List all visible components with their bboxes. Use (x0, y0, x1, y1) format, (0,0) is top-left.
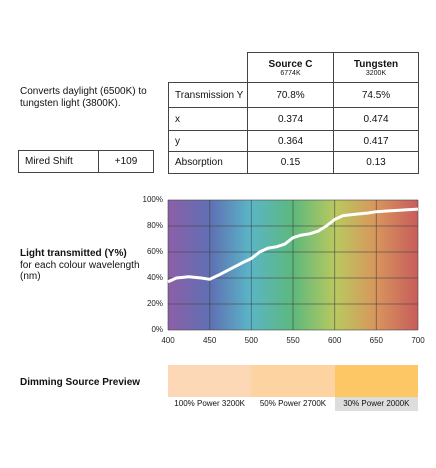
swatch-label: 100% Power 3200K (174, 399, 246, 408)
column-sub: 6774K (280, 69, 301, 77)
swatch-label: 30% Power 2000K (334, 397, 418, 411)
mired-value: +109 (98, 150, 154, 173)
description: Converts daylight (6500K) to tungsten li… (20, 86, 147, 109)
swatch (168, 365, 252, 397)
table-value: 0.13 (333, 151, 419, 174)
swatch (251, 365, 335, 397)
y-tick-label: 40% (147, 273, 163, 282)
x-tick-label: 700 (411, 336, 425, 345)
y-tick-label: 60% (147, 247, 163, 256)
swatch-label: 50% Power 2700K (259, 399, 327, 408)
column-header: Tungsten 3200K (333, 52, 419, 83)
x-tick-label: 650 (370, 336, 384, 345)
row-label: Absorption (168, 151, 248, 174)
row-label: x (168, 107, 248, 131)
transmission-line (167, 207, 419, 284)
chart-subtitle: for each colour wavelength (nm) (20, 260, 140, 282)
y-tick-label: 0% (151, 325, 163, 334)
column-sub: 3200K (365, 69, 387, 77)
table-value: 0.474 (333, 107, 419, 131)
table-value: 0.364 (247, 130, 334, 152)
table-value: 74.5% (333, 82, 419, 108)
y-tick-label: 20% (147, 299, 163, 308)
table-value: 70.8% (247, 82, 334, 108)
x-tick-label: 500 (245, 336, 259, 345)
chart: 0% 20% 40% 60% 80% 100% 400 450 500 550 600 650 700 (143, 195, 426, 345)
table-value: 0.15 (247, 151, 334, 174)
table-value: 0.374 (247, 107, 334, 131)
x-tick-label: 550 (286, 336, 300, 345)
column-name: Source C (268, 58, 313, 70)
table-value: 0.417 (333, 130, 419, 152)
row-label: y (168, 130, 248, 152)
column-name: Tungsten (353, 58, 399, 70)
y-tick-label: 100% (143, 195, 163, 204)
column-header: Source C 6774K (247, 52, 334, 83)
x-tick-label: 450 (203, 336, 217, 345)
swatch (334, 365, 418, 397)
chart-title: Light transmitted (Y%) (20, 248, 127, 259)
x-tick-label: 600 (328, 336, 342, 345)
y-tick-label: 80% (147, 221, 163, 230)
x-tick-label: 400 (161, 336, 175, 345)
dimming-title: Dimming Source Preview (20, 377, 141, 388)
row-label: Transmission Y (168, 82, 248, 108)
